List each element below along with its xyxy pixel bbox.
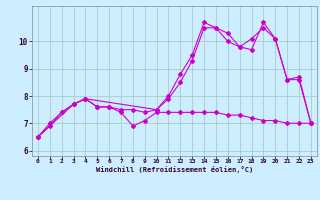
X-axis label: Windchill (Refroidissement éolien,°C): Windchill (Refroidissement éolien,°C) [96, 166, 253, 173]
